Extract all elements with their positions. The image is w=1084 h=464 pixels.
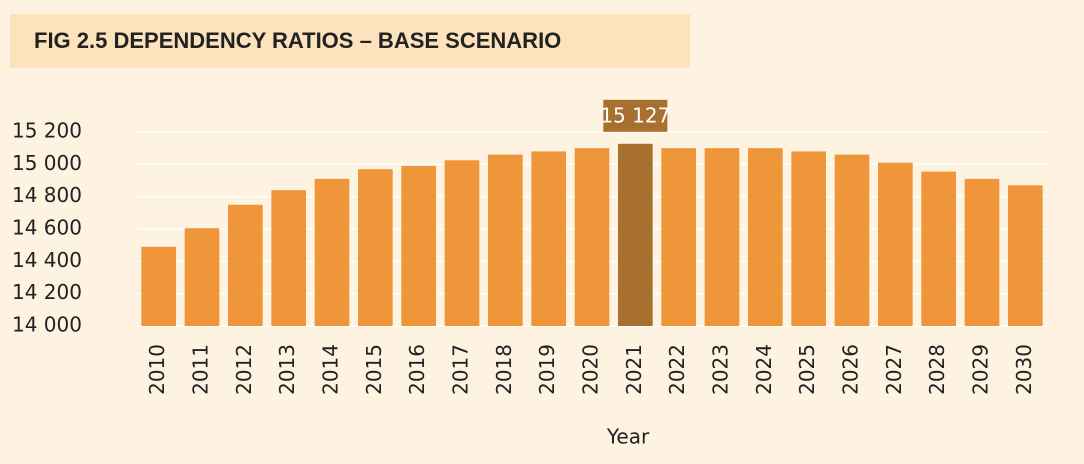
bar [401, 165, 436, 326]
x-tick-label: 2020 [579, 344, 603, 395]
y-tick-label: 14 400 [12, 248, 82, 272]
x-tick-label: 2028 [925, 344, 949, 395]
x-tick-label: 2014 [319, 344, 343, 395]
bar [921, 171, 956, 326]
value-label: 15 127 [600, 103, 670, 127]
bar [618, 143, 653, 326]
bar [704, 148, 740, 326]
x-tick-label: 2026 [839, 344, 863, 395]
x-tick-label: 2024 [752, 344, 776, 395]
bar [444, 160, 480, 326]
title-band [10, 14, 690, 68]
x-tick-label: 2027 [882, 344, 906, 395]
x-tick-label: 2019 [535, 344, 559, 395]
x-tick-label: 2022 [665, 344, 689, 395]
x-tick-label: 2010 [145, 344, 169, 395]
chart-title: FIG 2.5 DEPENDENCY RATIOS – BASE SCENARI… [34, 28, 561, 53]
value-label-box [603, 99, 668, 132]
x-tick-label: 2013 [275, 344, 299, 395]
bar [574, 148, 610, 326]
bar [141, 246, 176, 326]
x-tick-label: 2025 [795, 344, 819, 395]
bar [488, 154, 523, 326]
x-tick-label: 2023 [709, 344, 733, 395]
bar [834, 154, 870, 326]
y-tick-label: 15 200 [12, 119, 82, 143]
bar [661, 148, 696, 326]
y-tick-label: 14 600 [12, 216, 82, 240]
x-axis-label: Year [606, 425, 650, 449]
bar [964, 178, 1000, 326]
x-tick-label: 2018 [492, 344, 516, 395]
bar [531, 151, 566, 326]
bar [228, 204, 263, 326]
x-tick-label: 2030 [1012, 344, 1036, 395]
y-tick-label: 15 000 [12, 151, 82, 175]
bar [878, 162, 913, 326]
bar [358, 169, 393, 326]
bar [314, 178, 350, 326]
x-tick-label: 2012 [232, 344, 256, 395]
bar [1008, 185, 1043, 326]
y-tick-label: 14 000 [12, 313, 82, 337]
bar [184, 228, 220, 326]
x-tick-label: 2016 [405, 344, 429, 395]
y-tick-label: 14 800 [12, 183, 82, 207]
y-tick-label: 14 200 [12, 280, 82, 304]
bar [791, 151, 826, 326]
x-tick-label: 2021 [622, 344, 646, 395]
x-tick-label: 2029 [969, 344, 993, 395]
x-tick-label: 2015 [362, 344, 386, 395]
x-tick-label: 2011 [189, 344, 213, 395]
bar [748, 148, 783, 326]
bar [271, 190, 306, 326]
x-tick-label: 2017 [449, 344, 473, 395]
